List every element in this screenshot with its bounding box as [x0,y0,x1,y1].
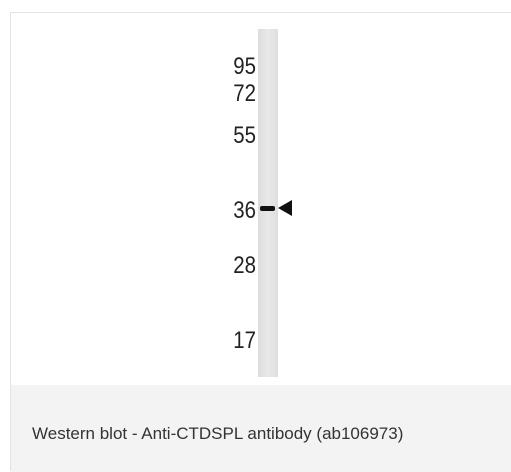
figure: 95 72 55 36 28 17 Western blot - Anti-CT… [10,12,511,471]
marker-label: 95 [214,55,257,79]
caption-box: Western blot - Anti-CTDSPL antibody (ab1… [11,385,511,472]
marker-label: 72 [214,82,257,106]
lane [258,29,278,377]
marker-label: 36 [214,199,257,223]
band [260,206,275,211]
marker-label: 28 [214,254,257,278]
page: 95 72 55 36 28 17 Western blot - Anti-CT… [0,0,511,471]
arrow [278,200,292,216]
caption: Western blot - Anti-CTDSPL antibody (ab1… [32,424,403,444]
marker-label: 17 [214,329,257,353]
marker-label: 55 [214,124,257,148]
blot-image: 95 72 55 36 28 17 [11,13,511,385]
